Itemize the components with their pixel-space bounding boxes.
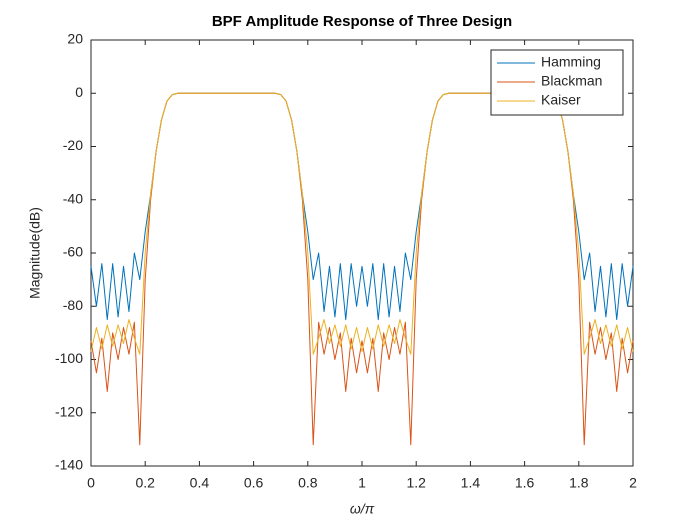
- y-tick-label: 0: [75, 84, 83, 100]
- x-tick-label: 0.6: [244, 475, 264, 491]
- x-tick-label: 2: [629, 475, 637, 491]
- y-tick-label: -60: [63, 244, 83, 260]
- y-axis-label: Magnitude(dB): [27, 207, 43, 299]
- x-tick-label: 0.2: [135, 475, 155, 491]
- legend-label: Hamming: [541, 54, 601, 70]
- x-tick-label: 1.8: [569, 475, 589, 491]
- y-tick-label: -100: [55, 350, 83, 366]
- y-tick-label: -20: [63, 137, 83, 153]
- x-tick-label: 1.4: [461, 475, 481, 491]
- y-tick-label: -80: [63, 297, 83, 313]
- chart-title: BPF Amplitude Response of Three Design: [212, 13, 512, 30]
- x-tick-label: 0.8: [298, 475, 318, 491]
- y-tick-label: -40: [63, 190, 83, 206]
- x-tick-label: 1.6: [515, 475, 535, 491]
- x-tick-label: 1.2: [406, 475, 426, 491]
- legend-label: Blackman: [541, 73, 602, 89]
- x-tick-label: 0.4: [190, 475, 210, 491]
- x-tick-label: 1: [358, 475, 366, 491]
- legend-label: Kaiser: [541, 92, 581, 108]
- y-tick-label: 20: [67, 31, 83, 47]
- x-axis-label: ω/π: [350, 501, 375, 517]
- y-tick-label: -120: [55, 403, 83, 419]
- x-tick-label: 0: [87, 475, 95, 491]
- y-tick-label: -140: [55, 457, 83, 473]
